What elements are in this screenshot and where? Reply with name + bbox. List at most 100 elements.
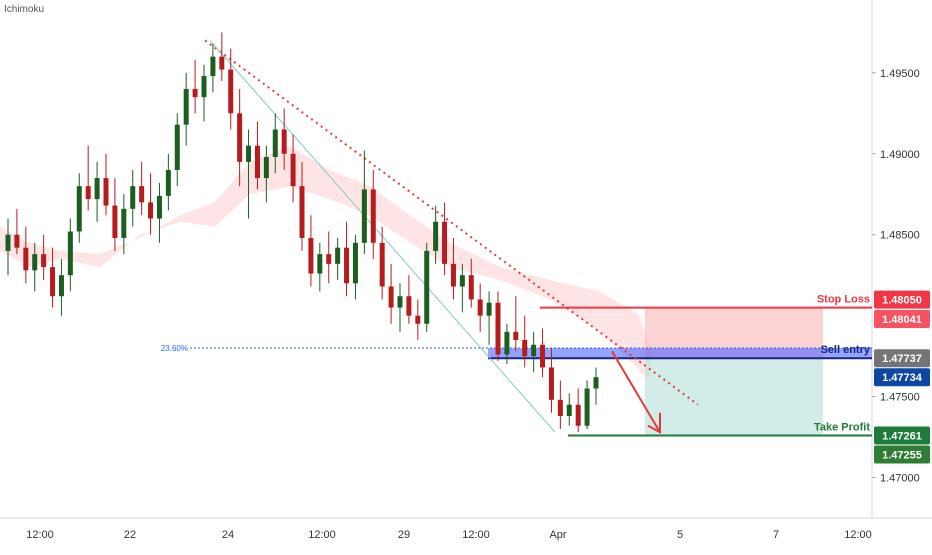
y-tick-label: 1.47000 — [880, 473, 920, 485]
candle-body — [317, 254, 323, 274]
candles — [5, 32, 599, 433]
y-tick-label: 1.49500 — [880, 68, 920, 80]
candle-body — [531, 344, 537, 357]
candle-body — [121, 208, 127, 238]
candle-body — [23, 247, 29, 271]
candle-body — [361, 189, 367, 243]
candle-body — [450, 263, 456, 287]
candle-body — [290, 153, 296, 187]
take-profit-price-tag: 1.47261 — [882, 430, 922, 442]
take-profit-price-tag-bg — [874, 426, 930, 445]
candle-body — [272, 129, 278, 158]
candle-body — [130, 186, 136, 209]
candle-body — [299, 186, 305, 238]
candle-body — [148, 202, 154, 219]
candle-body — [504, 331, 510, 355]
candle-body — [103, 178, 109, 206]
candle-body — [94, 178, 100, 200]
sell-entry-label: Sell entry — [820, 344, 870, 356]
stop-loss-price-tag: 1.48050 — [882, 295, 922, 307]
candle-body — [174, 124, 180, 170]
candle-body — [513, 331, 519, 340]
candle-body — [522, 339, 528, 357]
candle-body — [548, 367, 554, 400]
x-tick-label: Apr — [549, 529, 566, 541]
x-tick-label: 12:00 — [308, 529, 336, 541]
candle-body — [228, 69, 234, 114]
candle-body — [442, 221, 448, 264]
profit-zone — [645, 358, 823, 436]
short-arrow — [611, 350, 661, 433]
candle-body — [433, 221, 439, 251]
candle-body — [388, 286, 394, 308]
x-tick-label: 7 — [773, 529, 779, 541]
stop-loss-label: Stop Loss — [817, 294, 870, 306]
candle-body — [263, 157, 269, 179]
candle-body — [557, 399, 563, 417]
candle-body — [477, 299, 483, 316]
candle-body — [210, 56, 216, 77]
short-arrow-head — [647, 412, 661, 434]
candle-body — [415, 315, 421, 324]
x-tick-label: 12:00 — [844, 529, 872, 541]
indicator-label: Ichimoku — [4, 4, 45, 15]
candle-body — [192, 89, 198, 98]
candle-body — [50, 267, 56, 297]
take-profit-price-tag-2-bg — [874, 445, 930, 464]
candle-body — [5, 234, 11, 251]
fib-label: 23.60% — [161, 344, 188, 353]
candle-body — [486, 302, 492, 316]
sell-entry-price-tag-2-bg — [874, 368, 930, 387]
candle-body — [495, 302, 501, 355]
candle-body — [183, 89, 189, 125]
sell-entry-price-tag-2: 1.47734 — [882, 372, 923, 384]
stop-loss-price-tag-2: 1.48041 — [882, 314, 922, 326]
take-profit-label: Take Profit — [814, 421, 870, 433]
x-tick-label: 5 — [677, 529, 683, 541]
candle-body — [58, 275, 64, 297]
candle-body — [379, 242, 385, 287]
sell-entry-band — [488, 348, 872, 359]
candle-body — [237, 113, 243, 162]
candle-body — [397, 296, 403, 308]
candle-body — [326, 254, 332, 264]
candle-body — [459, 275, 465, 287]
candle-body — [352, 242, 358, 284]
candle-body — [156, 195, 162, 219]
stop-loss-price-tag-2-bg — [874, 310, 930, 329]
candle-body — [281, 129, 287, 154]
candle-body — [335, 247, 341, 264]
candle-body — [32, 254, 38, 271]
candle-body — [85, 186, 91, 200]
candle-body — [254, 145, 260, 179]
candle-body — [308, 237, 314, 274]
candle-body — [219, 56, 225, 70]
candle-body — [344, 247, 350, 284]
x-tick-label: 29 — [398, 529, 410, 541]
candle-body — [540, 344, 546, 368]
candle-body — [575, 404, 581, 426]
sell-entry-price-tag: 1.47737 — [882, 353, 922, 365]
candle-body — [41, 254, 47, 268]
candle-body — [370, 189, 376, 243]
candle-body — [584, 388, 590, 426]
candle-body — [201, 76, 207, 98]
candle-body — [14, 234, 20, 248]
take-profit-price-tag-2: 1.47255 — [882, 449, 922, 461]
candle-body — [406, 296, 412, 316]
candle-body — [165, 169, 171, 196]
candle-body — [468, 275, 474, 300]
y-tick-label: 1.48500 — [880, 230, 920, 242]
y-tick-label: 1.49000 — [880, 149, 920, 161]
candle-body — [424, 250, 430, 324]
x-tick-label: 12:00 — [462, 529, 490, 541]
ichimoku-cloud — [0, 145, 650, 381]
stop-loss-price-tag-bg — [874, 290, 930, 309]
candle-body — [112, 205, 118, 238]
x-tick-label: 24 — [222, 529, 234, 541]
dotted-trendline — [204, 39, 699, 406]
candle-body — [139, 186, 145, 203]
candle-body — [246, 145, 252, 162]
